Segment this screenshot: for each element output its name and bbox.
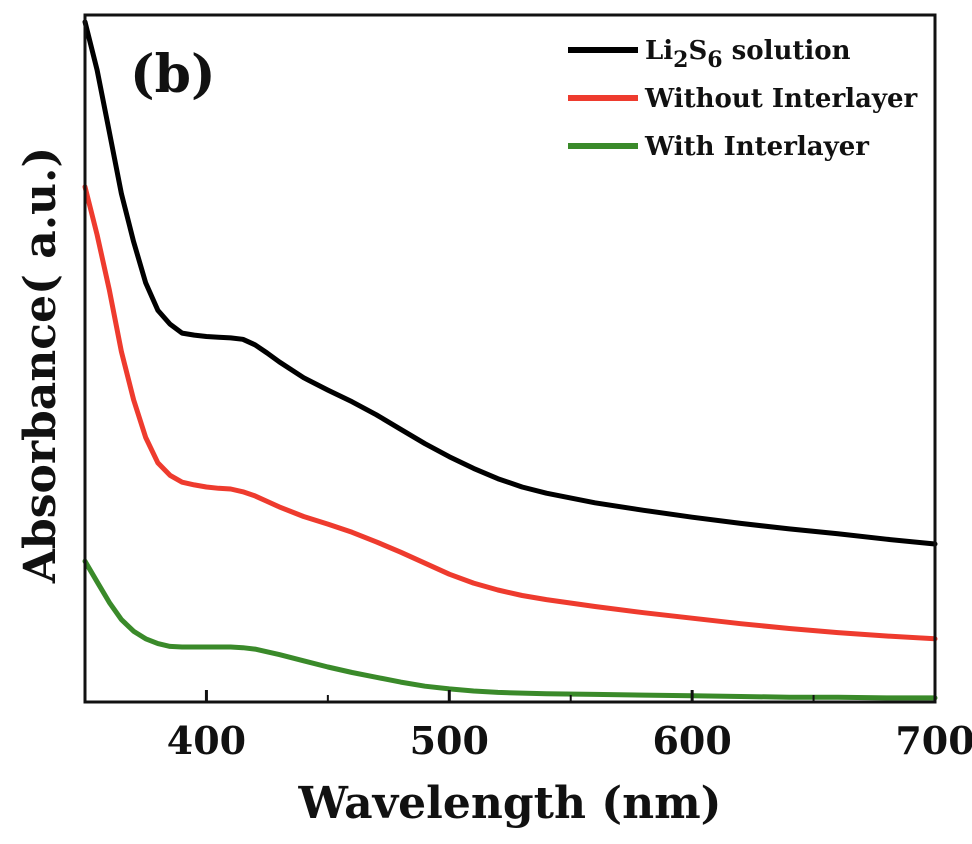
x-axis-title: Wavelength (nm) (298, 778, 722, 829)
x-tick-label-600: 600 (652, 718, 731, 763)
legend-label-1: Li2S6 solution (645, 36, 851, 73)
plot-frame (83, 13, 937, 704)
x-tick-label-500: 500 (410, 718, 489, 763)
legend: Li2S6 solution Without Interlayer With Int… (568, 36, 918, 162)
panel-label: (b) (130, 44, 216, 105)
series-line-1 (82, 19, 938, 547)
series-line-3 (82, 558, 938, 701)
series-line-2 (82, 184, 938, 642)
y-axis-title: Absorbance( a.u.) (15, 147, 66, 584)
legend-entry-2: Without Interlayer (568, 84, 918, 114)
legend-label-2: Without Interlayer (644, 84, 918, 114)
legend-label-3: With Interlayer (644, 132, 869, 162)
x-tick-label-400: 400 (167, 718, 246, 763)
legend-entry-3: With Interlayer (568, 132, 869, 162)
x-axis-ticks: 400 500 600 700 (84, 690, 972, 763)
legend-entry-1: Li2S6 solution (568, 36, 851, 73)
plot-lines (82, 19, 938, 701)
x-tick-label-700: 700 (895, 718, 972, 763)
